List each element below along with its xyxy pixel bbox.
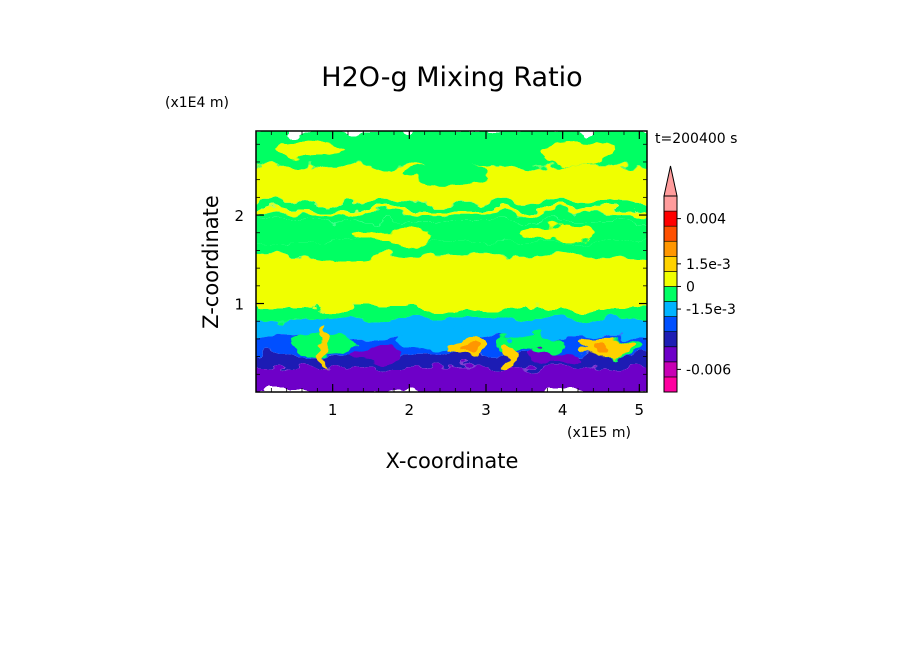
colorbar-swatch-6 xyxy=(663,286,678,302)
field-band-3 xyxy=(256,209,647,215)
colorbar-label-3: -1.5e-3 xyxy=(686,302,736,318)
field-band-2 xyxy=(256,201,647,210)
field-blob-13 xyxy=(589,343,613,353)
colorbar-swatch-12 xyxy=(663,195,678,212)
plot-area xyxy=(256,131,647,392)
field-band-8 xyxy=(256,307,647,320)
field-blob-8 xyxy=(497,334,567,353)
y-axis-label: Z-coordinate xyxy=(199,195,223,329)
colorbar-label-4: -0.006 xyxy=(686,362,731,378)
colorbar-swatch-1 xyxy=(663,361,678,378)
field-blob-3 xyxy=(351,230,437,245)
colorbar-swatch-4 xyxy=(663,316,678,332)
colorbar-label-0: 0.004 xyxy=(686,212,726,228)
colorbar-swatch-2 xyxy=(663,346,678,363)
field-band-4 xyxy=(256,214,647,222)
field-blob-16 xyxy=(355,347,402,362)
field-blob-14 xyxy=(321,328,329,368)
field-band-11 xyxy=(256,354,647,368)
field-blob-11 xyxy=(459,342,475,357)
field-blob-4 xyxy=(516,225,594,240)
plot-frame xyxy=(255,130,648,393)
colorbar-swatch-11 xyxy=(663,210,678,227)
y-scale-label: (x1E4 m) xyxy=(165,95,229,111)
colorbar-swatch-9 xyxy=(663,240,678,257)
x-tick-label-1: 2 xyxy=(405,401,415,419)
colorbar-label-2: 0 xyxy=(686,279,695,295)
field-band-6 xyxy=(256,241,647,255)
x-tick-label-4: 5 xyxy=(635,401,645,419)
colorbar-swatch-7 xyxy=(663,271,678,287)
field-blob-17 xyxy=(524,349,579,364)
field-band-5 xyxy=(256,221,647,242)
y-axis: 12 xyxy=(234,143,647,375)
colorbar: 0.004 1.5e-3 0 -1.5e-3 -0.006 xyxy=(663,165,736,393)
colorbar-swatch-10 xyxy=(663,225,678,242)
y-tick-label-0: 1 xyxy=(234,296,244,314)
x-scale-label: (x1E5 m) xyxy=(567,425,631,441)
field-band-12 xyxy=(256,367,647,392)
x-axis-label: X-coordinate xyxy=(386,449,519,473)
field-blob-1 xyxy=(401,164,494,186)
field-band-7 xyxy=(256,254,647,308)
x-axis: 1 2 3 4 5 xyxy=(270,131,645,419)
colorbar-label-1: 1.5e-3 xyxy=(686,257,731,273)
x-tick-label-3: 4 xyxy=(558,401,568,419)
colorbar-swatch-8 xyxy=(663,256,678,272)
x-tick-label-2: 3 xyxy=(481,401,491,419)
colorbar-frame xyxy=(663,195,678,393)
field-blob-2 xyxy=(539,139,617,167)
x-tick-label-0: 1 xyxy=(328,401,338,419)
chart-title: H2O-g Mixing Ratio xyxy=(321,62,582,93)
field-blob-5 xyxy=(321,249,375,261)
time-label: t=200400 s xyxy=(655,131,737,147)
field-blob-0 xyxy=(275,138,345,160)
colorbar-swatch-5 xyxy=(663,301,678,317)
y-tick-label-1: 2 xyxy=(234,207,244,225)
field-blob-7 xyxy=(397,328,467,350)
colorbar-extension-arrow xyxy=(663,165,678,197)
contour-field xyxy=(256,131,647,392)
field-band-9 xyxy=(256,319,647,338)
field-blob-15 xyxy=(503,341,515,369)
colorbar-swatch-3 xyxy=(663,331,678,348)
colorbar-swatch-0 xyxy=(663,376,678,393)
